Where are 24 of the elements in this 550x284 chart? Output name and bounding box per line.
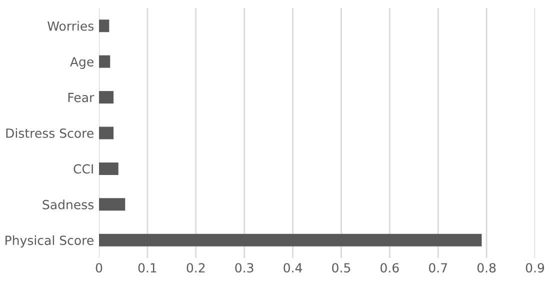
x-tick-label: 0.2 [186,263,205,273]
x-tick-label: 0.9 [526,263,544,273]
bar [99,91,114,104]
x-tick-label: 0.1 [138,263,156,273]
bar [99,198,126,211]
bar [99,126,114,140]
bar [99,20,110,32]
y-tick-label: Age [70,57,94,69]
x-tick-label: 0.4 [284,263,302,273]
bar [99,234,482,246]
y-tick-label: Physical Score [6,235,94,248]
y-tick-label: Distress Score [6,128,94,138]
x-tick-label: 0.3 [235,263,254,273]
x-tick-label: 0.6 [380,263,399,273]
x-tick-label: 0.5 [332,263,350,273]
y-tick-label: Fear [68,92,94,102]
bar [99,55,110,68]
x-tick-label: 0.8 [477,263,496,273]
bar [99,162,118,175]
y-tick-label: Worries [48,21,94,31]
x-tick-label: 0 [96,263,102,273]
x-tick-label: 0.7 [428,263,447,273]
y-tick-label: CCI [74,164,93,174]
y-tick-label: Sadness [42,200,94,210]
